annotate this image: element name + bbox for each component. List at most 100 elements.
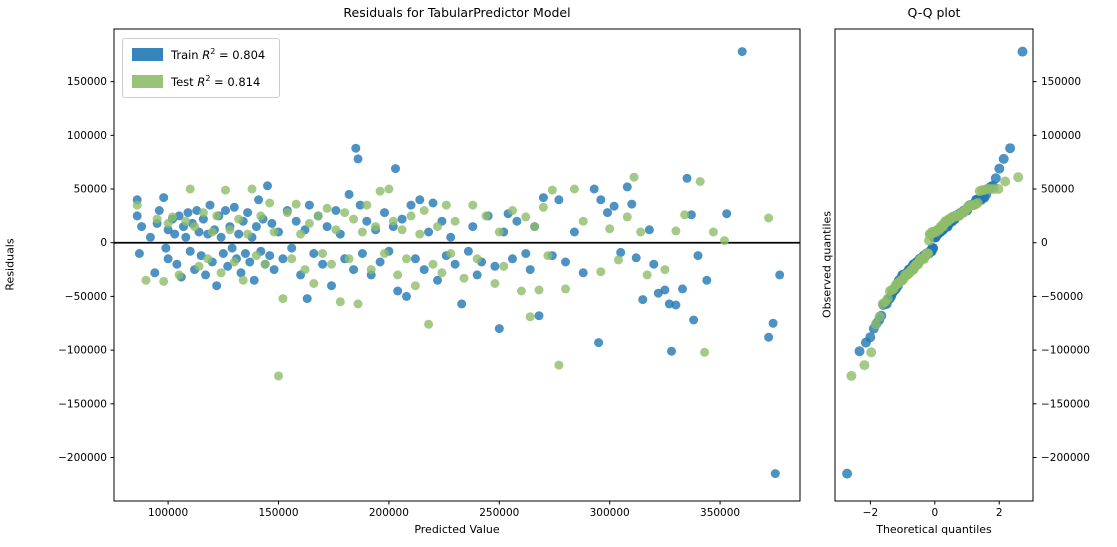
test-point xyxy=(260,259,270,269)
test-point xyxy=(433,222,442,232)
test-point xyxy=(388,216,398,226)
test-point xyxy=(441,200,451,210)
train-point xyxy=(198,214,208,224)
train-point xyxy=(234,229,244,239)
train-point xyxy=(265,251,275,261)
train-qq-point xyxy=(998,153,1009,164)
train-point xyxy=(393,286,403,296)
train-point xyxy=(490,261,500,271)
test-point xyxy=(605,224,615,234)
test-point xyxy=(282,208,292,218)
train-point xyxy=(397,214,407,224)
test-point xyxy=(203,254,213,264)
test-point xyxy=(516,286,526,296)
x-tick-label: 100000 xyxy=(148,507,188,519)
test-point xyxy=(256,211,266,221)
test-point xyxy=(247,184,257,194)
train-point xyxy=(236,268,246,278)
y-tick-label: 0 xyxy=(1041,237,1048,249)
test-point xyxy=(340,208,350,218)
test-point xyxy=(212,211,222,221)
y-tick-label: 0 xyxy=(100,237,107,249)
train-point xyxy=(578,268,588,278)
test-qq-point xyxy=(882,293,893,304)
test-point xyxy=(680,210,690,220)
train-point xyxy=(682,173,692,183)
y-tick-label: −150000 xyxy=(1041,398,1090,410)
train-point xyxy=(764,332,774,342)
train-point xyxy=(722,209,732,219)
train-point xyxy=(249,275,259,285)
train-point xyxy=(402,291,411,301)
train-point xyxy=(616,247,626,257)
train-point xyxy=(355,200,365,210)
test-point xyxy=(508,206,517,215)
test-point xyxy=(287,254,297,264)
train-point xyxy=(161,243,171,253)
test-point xyxy=(362,200,372,210)
train-point xyxy=(278,254,288,264)
test-point xyxy=(437,268,447,278)
test-point xyxy=(472,254,482,264)
train-point xyxy=(318,259,328,269)
train-point xyxy=(145,232,155,242)
train-point xyxy=(538,193,548,203)
test-point xyxy=(229,257,239,267)
test-point xyxy=(494,227,504,237)
test-point xyxy=(561,284,570,294)
test-point xyxy=(198,208,208,218)
train-point xyxy=(410,254,420,264)
train-point xyxy=(375,257,385,267)
test-point xyxy=(446,249,456,258)
test-point xyxy=(428,259,438,269)
test-point xyxy=(700,347,710,357)
test-point xyxy=(278,294,288,304)
train-point xyxy=(627,199,637,209)
qq-plot-title: Q-Q plot xyxy=(907,5,961,20)
test-point xyxy=(375,186,385,196)
test-point xyxy=(304,218,314,228)
train-point xyxy=(357,249,367,258)
test-point xyxy=(194,261,204,271)
test-qq-point xyxy=(870,319,881,330)
train-point xyxy=(521,249,531,258)
train-point xyxy=(508,254,517,264)
train-point xyxy=(594,338,604,348)
test-point xyxy=(265,198,275,208)
test-point xyxy=(313,211,323,221)
test-point xyxy=(424,319,434,329)
test-point xyxy=(234,214,244,224)
test-point xyxy=(450,216,460,226)
train-point xyxy=(223,261,233,271)
train-point xyxy=(554,195,564,205)
train-point xyxy=(631,253,641,263)
train-qq-point xyxy=(994,163,1005,174)
test-point xyxy=(331,225,341,235)
train-point xyxy=(229,202,239,212)
legend: Train R2 = 0.804 Test R2 = 0.814 xyxy=(122,38,280,98)
x-tick-label: 2 xyxy=(996,507,1003,519)
train-point xyxy=(331,206,341,215)
test-point xyxy=(402,254,411,264)
y-tick-label: 100000 xyxy=(1041,130,1081,142)
train-point xyxy=(159,193,169,203)
x-tick-label: 200000 xyxy=(369,507,409,519)
test-point xyxy=(764,213,774,223)
test-point xyxy=(406,211,416,221)
train-color-swatch xyxy=(132,47,163,61)
train-qq-point xyxy=(1017,46,1028,57)
test-point xyxy=(547,185,557,195)
y-tick-label: −50000 xyxy=(1041,291,1083,303)
train-point xyxy=(221,206,230,215)
train-point xyxy=(212,281,222,291)
train-point xyxy=(770,469,780,479)
train-point xyxy=(380,208,389,218)
train-point xyxy=(450,259,460,269)
test-qq-point xyxy=(859,360,870,371)
train-point xyxy=(768,318,778,328)
x-axis-label-predicted-value: Predicted Value xyxy=(414,523,500,536)
test-point xyxy=(371,222,381,232)
y-tick-label: 150000 xyxy=(67,76,107,88)
train-point xyxy=(561,257,570,267)
train-point xyxy=(622,182,632,192)
